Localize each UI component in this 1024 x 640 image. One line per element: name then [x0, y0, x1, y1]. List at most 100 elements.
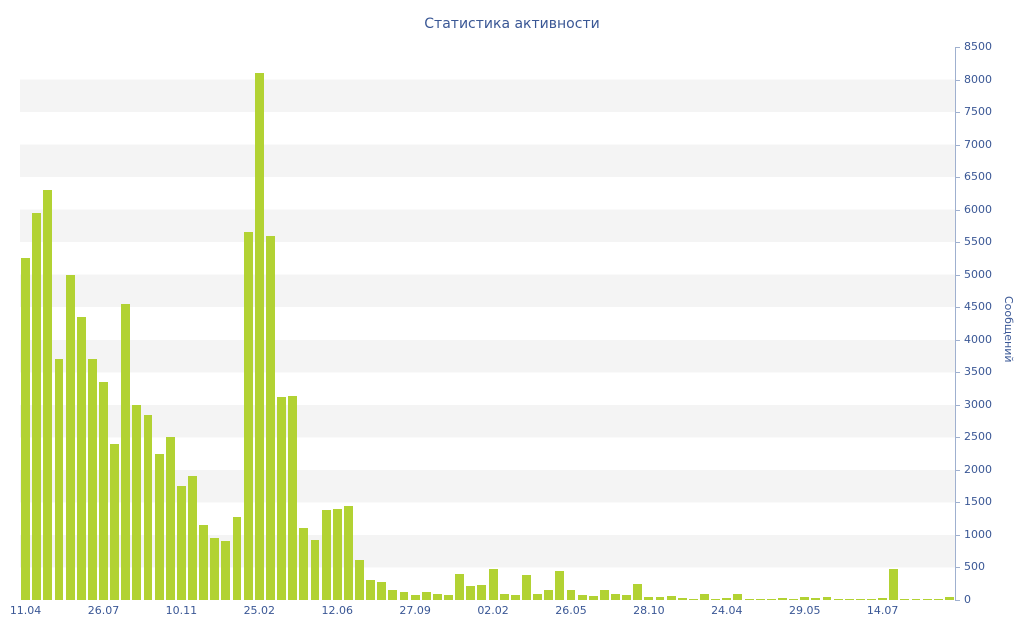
x-tick-label: 11.04 [9, 604, 42, 617]
bar [722, 598, 732, 600]
y-tick-mark [955, 339, 960, 341]
bar [310, 540, 320, 600]
bar [32, 212, 42, 600]
bar [65, 274, 75, 600]
bar [488, 568, 498, 600]
bar [54, 359, 64, 600]
y-tick-mark [955, 242, 960, 244]
bar [444, 595, 453, 600]
bar [555, 570, 565, 600]
y-tick-label: 5500 [964, 235, 992, 249]
bar [933, 599, 943, 600]
x-tick-label: 27.09 [399, 604, 431, 617]
y-axis-line [955, 47, 956, 601]
bar [132, 404, 142, 600]
bar [199, 525, 209, 600]
bar [432, 593, 442, 600]
bar [265, 235, 275, 600]
x-tick-label: 12.06 [321, 604, 353, 617]
bar [744, 598, 754, 600]
bar [900, 598, 910, 600]
bar [844, 599, 854, 600]
y-tick-mark [955, 307, 960, 309]
bar [165, 437, 175, 600]
y-axis-title: Сообщений [1002, 296, 1015, 363]
bar [566, 590, 576, 600]
bar [210, 538, 220, 600]
bar [800, 597, 810, 600]
x-tick-label: 24.04 [711, 604, 743, 617]
bar [221, 541, 231, 600]
bar [377, 581, 387, 600]
bar [855, 598, 865, 600]
bar [299, 528, 309, 600]
bar [243, 232, 253, 600]
bar [477, 585, 487, 600]
y-tick-label: 6000 [964, 202, 992, 216]
x-tick-label: 10.11 [165, 604, 198, 617]
plot-area [20, 47, 955, 600]
x-axis-labels: 11.04 26.07 10.11 25.02 12.06 27.09 02.02 26.05… [10, 604, 955, 620]
bar [878, 598, 888, 600]
y-tick-label: 1500 [964, 495, 992, 509]
bar [343, 505, 353, 600]
bar [99, 382, 108, 600]
y-tick-mark [955, 144, 960, 146]
bar [110, 443, 120, 600]
bar [911, 599, 921, 600]
y-tick-mark [955, 469, 960, 471]
bar [622, 594, 632, 600]
bar [176, 486, 186, 600]
bar [544, 590, 554, 600]
bar [599, 590, 609, 600]
bar [733, 593, 743, 600]
y-tick-mark [955, 437, 960, 439]
x-tick-label: 02.02 [477, 604, 509, 617]
y-tick-label: 4500 [964, 300, 992, 314]
bar [922, 599, 932, 600]
bar [421, 592, 431, 600]
bar [611, 593, 620, 600]
bar [644, 596, 654, 600]
bar [766, 598, 776, 600]
y-axis-ticks: 0 500 1000 1500 2000 2500 3000 3500 4000 4500 5000… [955, 41, 1024, 606]
bar [277, 397, 287, 600]
bar [188, 476, 197, 600]
bar [666, 596, 676, 600]
bar [677, 598, 687, 600]
bar [332, 508, 342, 600]
bar [755, 599, 765, 600]
bar [711, 598, 721, 600]
y-tick-label: 6500 [964, 170, 992, 184]
bar [410, 594, 420, 600]
bar [700, 593, 709, 600]
y-tick-mark [955, 209, 960, 211]
bar [154, 453, 164, 600]
y-tick-label: 0 [964, 593, 971, 606]
bar [466, 585, 476, 600]
y-tick-label: 5000 [964, 267, 992, 281]
bar [21, 258, 30, 600]
bar [455, 573, 465, 600]
bar [944, 597, 954, 600]
x-tick-label: 25.02 [243, 604, 276, 617]
y-tick-label: 3500 [964, 365, 992, 379]
x-tick-label: 26.05 [555, 604, 587, 617]
bar [889, 568, 899, 600]
bar [533, 593, 543, 600]
y-tick-label: 7500 [964, 105, 992, 119]
bar [232, 516, 242, 600]
x-tick-label: 29.05 [788, 604, 821, 617]
bar [87, 359, 97, 600]
bar [588, 596, 598, 600]
x-tick-label: 28.10 [633, 604, 665, 617]
bar [510, 594, 520, 600]
bar [254, 73, 264, 600]
bar [655, 597, 665, 600]
y-tick-label: 500 [964, 560, 985, 574]
x-tick-label: 14.07 [866, 604, 899, 617]
bar [789, 598, 799, 600]
bar [399, 592, 409, 600]
y-tick-mark [955, 177, 960, 179]
